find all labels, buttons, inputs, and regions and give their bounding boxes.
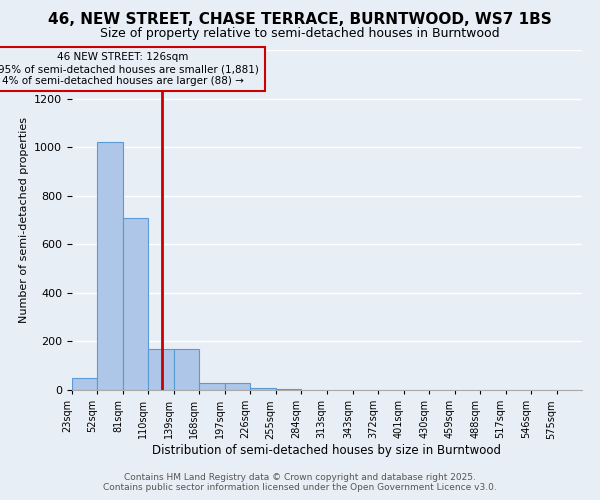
Bar	[275, 389, 301, 390]
Y-axis label: Number of semi-detached properties: Number of semi-detached properties	[19, 117, 29, 323]
Bar	[250, 388, 275, 390]
Bar	[174, 348, 199, 390]
Bar	[123, 218, 148, 390]
X-axis label: Distribution of semi-detached houses by size in Burntwood: Distribution of semi-detached houses by …	[152, 444, 502, 457]
Text: 46, NEW STREET, CHASE TERRACE, BURNTWOOD, WS7 1BS: 46, NEW STREET, CHASE TERRACE, BURNTWOOD…	[48, 12, 552, 28]
Text: 46 NEW STREET: 126sqm
← 95% of semi-detached houses are smaller (1,881)
4% of se: 46 NEW STREET: 126sqm ← 95% of semi-deta…	[0, 52, 259, 86]
Text: Contains HM Land Registry data © Crown copyright and database right 2025.
Contai: Contains HM Land Registry data © Crown c…	[103, 473, 497, 492]
Bar	[97, 142, 123, 390]
Text: Size of property relative to semi-detached houses in Burntwood: Size of property relative to semi-detach…	[100, 28, 500, 40]
Bar	[148, 348, 174, 390]
Bar	[72, 378, 97, 390]
Bar	[225, 382, 250, 390]
Bar	[199, 382, 225, 390]
